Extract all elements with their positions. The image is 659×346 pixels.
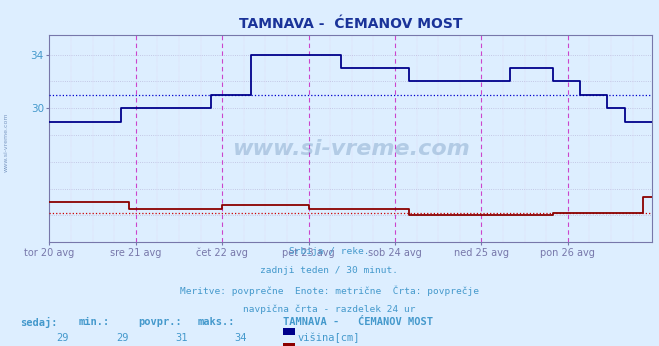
Text: Meritve: povprečne  Enote: metrične  Črta: povprečje: Meritve: povprečne Enote: metrične Črta:… [180,285,479,296]
Text: maks.:: maks.: [198,317,235,327]
Text: www.si-vreme.com: www.si-vreme.com [4,112,9,172]
Text: sedaj:: sedaj: [20,317,57,328]
Text: zadnji teden / 30 minut.: zadnji teden / 30 minut. [260,266,399,275]
Text: višina[cm]: višina[cm] [298,333,360,343]
Text: min.:: min.: [79,317,110,327]
Text: povpr.:: povpr.: [138,317,182,327]
Text: 34: 34 [235,333,247,343]
Text: 29: 29 [57,333,69,343]
Text: TAMNAVA -   ĆEMANOV MOST: TAMNAVA - ĆEMANOV MOST [283,317,434,327]
Text: Srbija / reke.: Srbija / reke. [289,247,370,256]
Text: navpična črta - razdelek 24 ur: navpična črta - razdelek 24 ur [243,304,416,314]
Text: www.si-vreme.com: www.si-vreme.com [232,139,470,159]
Title: TAMNAVA -  ĆEMANOV MOST: TAMNAVA - ĆEMANOV MOST [239,17,463,31]
Text: 29: 29 [116,333,129,343]
Text: 31: 31 [175,333,188,343]
